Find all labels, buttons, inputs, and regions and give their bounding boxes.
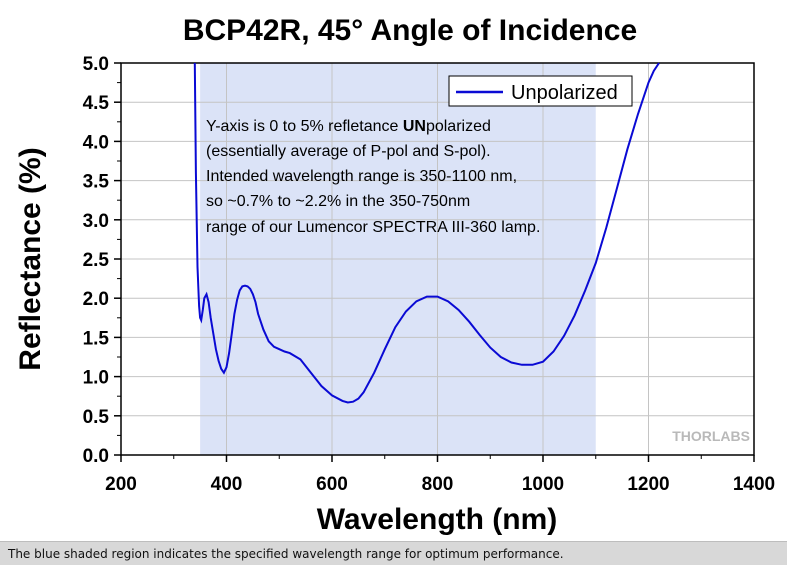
- annotation-line-4: so ~0.7% to ~2.2% in the 350-750nm: [206, 193, 470, 210]
- legend: Unpolarized: [448, 75, 633, 107]
- annotation-line-3: Intended wavelength range is 350-1100 nm…: [206, 168, 517, 185]
- y-axis-label: Reflectance (%): [14, 147, 47, 370]
- annotation-line-1-start: Y-axis is 0 to 5% refletance: [206, 118, 403, 135]
- y-tick-label: 4.0: [83, 132, 109, 153]
- chart: BCP42R, 45° Angle of Incidence 0.0 0.5 1.0…: [14, 14, 775, 536]
- y-tick-label: 1.0: [83, 368, 109, 389]
- y-tick-label: 0.5: [83, 407, 110, 428]
- legend-label: Unpolarized: [511, 82, 618, 104]
- y-tick-label: 4.5: [83, 93, 110, 114]
- x-tick-label: 200: [105, 474, 137, 495]
- y-tick-label: 3.5: [83, 172, 110, 193]
- annotation-line-2: (essentially average of P-pol and S-pol)…: [206, 143, 491, 160]
- annotation-emphasis: UN: [403, 118, 426, 135]
- y-tick-label: 2.0: [83, 289, 109, 310]
- x-tick-label: 400: [211, 474, 243, 495]
- x-tick-label: 1000: [522, 474, 564, 495]
- thorlabs-watermark: THORLABS: [672, 428, 750, 444]
- y-tick-label: 0.0: [83, 446, 109, 467]
- annotation-line-1-end: polarized: [426, 118, 491, 135]
- caption: The blue shaded region indicates the spe…: [0, 541, 787, 565]
- y-tick-label: 2.5: [83, 250, 110, 271]
- x-tick-label: 800: [422, 474, 454, 495]
- y-axis-ticks: 0.0 0.5 1.0 1.5 2.0 2.5 3.0 3.5 4.0 4.5 5.0: [83, 54, 121, 467]
- chart-title: BCP42R, 45° Angle of Incidence: [183, 14, 637, 47]
- annotation-line-5: range of our Lumencor SPECTRA III-360 la…: [206, 219, 540, 236]
- series-line-unpolarized: [193, 62, 660, 404]
- annotation-line-1: Y-axis is 0 to 5% refletance UNpolarized: [206, 118, 491, 135]
- x-tick-label: 600: [316, 474, 348, 495]
- y-tick-label: 3.0: [83, 211, 109, 232]
- y-tick-label: 1.5: [83, 328, 110, 349]
- x-axis-ticks: 200 400 600 800 1000 1200 1400: [105, 455, 775, 495]
- x-tick-label: 1200: [627, 474, 669, 495]
- y-tick-label: 5.0: [83, 54, 109, 75]
- x-axis-label: Wavelength (nm): [317, 503, 558, 536]
- x-tick-label: 1400: [733, 474, 775, 495]
- annotation: Y-axis is 0 to 5% refletance UNpolarized…: [206, 118, 540, 236]
